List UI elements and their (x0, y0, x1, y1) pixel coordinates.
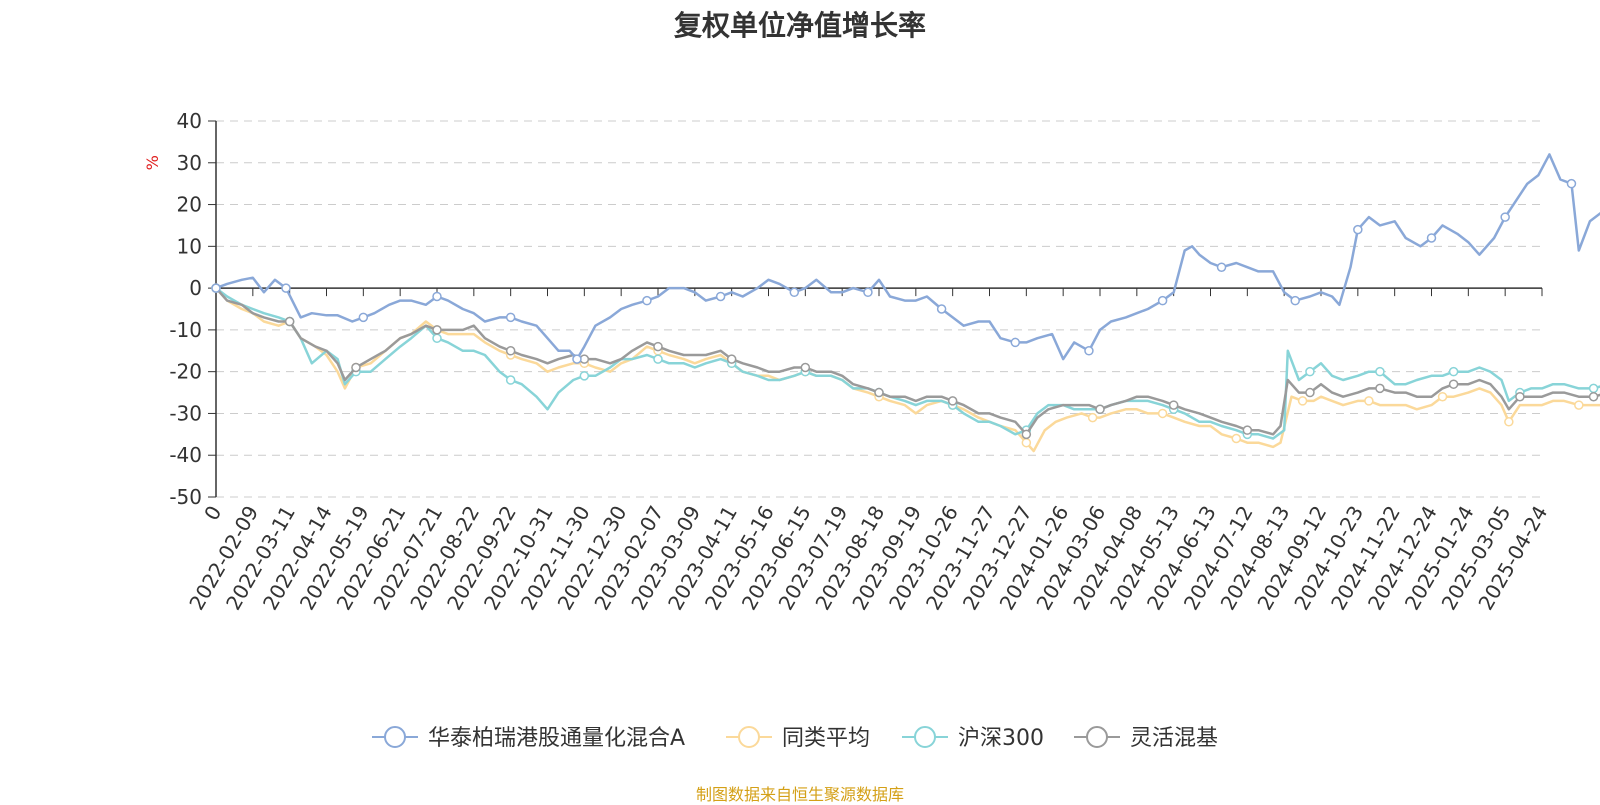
series-point-3 (505, 346, 516, 356)
legend-marker (738, 726, 760, 748)
x-tick-label: 0 (199, 502, 226, 525)
series-point-2 (579, 371, 590, 381)
series-point-0 (1084, 346, 1094, 356)
series-point-3 (1515, 391, 1525, 402)
series-point-0 (1010, 337, 1021, 348)
series-point-3 (653, 341, 663, 352)
series-point-3 (800, 362, 811, 373)
series-line-2 (215, 287, 1600, 440)
y-tick-label: 40 (177, 109, 202, 133)
series-point-1 (1231, 433, 1242, 444)
series-point-1 (1437, 391, 1448, 402)
series-point-0 (281, 283, 291, 293)
series-point-3 (874, 387, 884, 398)
series-point-0 (505, 312, 516, 323)
series-point-0 (936, 304, 947, 314)
series-point-0 (211, 283, 221, 293)
series-point-0 (432, 291, 442, 302)
series-point-0 (1353, 224, 1363, 235)
legend-item-0[interactable]: 华泰柏瑞港股通量化混合A (372, 726, 685, 751)
series-point-1 (1297, 396, 1308, 406)
series-point-3 (947, 396, 958, 406)
series-point-0 (572, 354, 582, 364)
series-point-2 (1588, 383, 1599, 394)
series-point-1 (1157, 408, 1168, 419)
series-point-1 (1021, 437, 1032, 448)
series-point-0 (1216, 262, 1227, 272)
series-line-1 (215, 287, 1600, 453)
legend-item-3[interactable]: 灵活混基 (1074, 726, 1218, 751)
series-point-2 (1375, 366, 1385, 377)
y-tick-label: -40 (169, 443, 202, 467)
series-point-2 (1305, 366, 1315, 377)
series-point-2 (505, 375, 516, 385)
legend-item-2[interactable]: 沪深300 (902, 726, 1044, 751)
legend-label: 同类平均 (782, 726, 870, 751)
series-point-0 (1500, 212, 1510, 222)
series-point-0 (1157, 295, 1168, 306)
y-tick-label: -50 (169, 485, 202, 509)
series-point-1 (1504, 417, 1514, 427)
series-point-3 (1021, 429, 1032, 440)
series-point-3 (1375, 383, 1385, 394)
series-point-1 (1364, 396, 1374, 406)
legend-item-1[interactable]: 同类平均 (726, 726, 870, 751)
series-point-1 (1574, 400, 1584, 410)
y-axis-unit: % (143, 155, 162, 170)
series-point-2 (432, 333, 442, 343)
legend-label: 沪深300 (958, 726, 1044, 751)
series-point-3 (1095, 404, 1105, 415)
series-line-0 (215, 153, 1600, 361)
series-point-3 (1168, 400, 1179, 410)
series-point-0 (1290, 295, 1300, 306)
series-point-0 (642, 295, 652, 306)
legend-label: 灵活混基 (1130, 726, 1218, 751)
y-tick-label: 0 (189, 276, 202, 300)
series-point-3 (351, 362, 361, 373)
series-point-0 (1426, 233, 1437, 243)
series-line-3 (215, 287, 1600, 436)
series-point-0 (863, 287, 873, 298)
y-tick-label: -30 (169, 401, 202, 425)
source-note: 制图数据来自恒生聚源数据库 (695, 785, 904, 804)
series-point-1 (1087, 412, 1098, 423)
series-point-3 (726, 354, 737, 364)
series-point-0 (1566, 178, 1577, 189)
y-tick-label: -10 (169, 318, 202, 342)
legend-marker (914, 726, 936, 748)
series-point-2 (1448, 366, 1459, 377)
y-tick-label: 30 (177, 151, 202, 175)
series-point-0 (358, 312, 369, 323)
series-point-3 (1242, 425, 1253, 435)
y-tick-label: -20 (169, 360, 202, 384)
series-point-3 (1588, 391, 1599, 402)
series-point-3 (1305, 387, 1315, 398)
y-tick-label: 10 (177, 234, 202, 258)
legend-label: 华泰柏瑞港股通量化混合A (428, 726, 685, 751)
chart-title: 复权单位净值增长率 (673, 9, 926, 42)
series-point-3 (432, 325, 442, 335)
legend-marker (1086, 726, 1108, 748)
series-point-2 (653, 354, 663, 364)
y-tick-label: 20 (177, 193, 202, 217)
legend-marker (384, 726, 406, 748)
series-point-0 (715, 291, 726, 302)
series-point-0 (789, 287, 800, 298)
series-point-3 (1448, 379, 1459, 389)
series-point-3 (284, 316, 295, 327)
